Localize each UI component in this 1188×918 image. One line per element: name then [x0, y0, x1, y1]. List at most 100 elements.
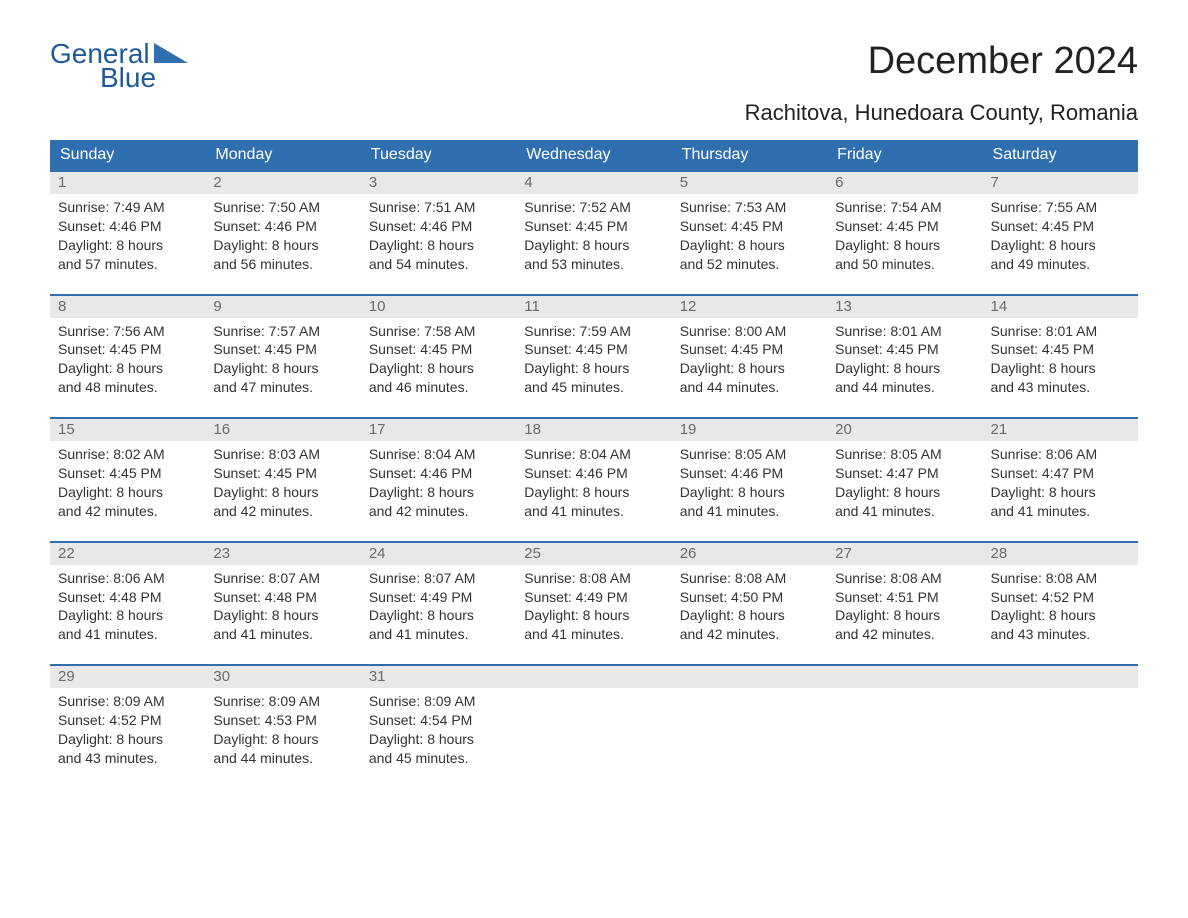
day-body: Sunrise: 8:09 AMSunset: 4:52 PMDaylight:… [50, 688, 205, 778]
calendar-day-cell: 27Sunrise: 8:08 AMSunset: 4:51 PMDayligh… [827, 543, 982, 655]
daylight-line2: and 44 minutes. [213, 749, 352, 768]
calendar-day-cell: 22Sunrise: 8:06 AMSunset: 4:48 PMDayligh… [50, 543, 205, 655]
calendar-week-row: 1 Sunrise: 7:49 AMSunset: 4:46 PMDaylight… [50, 170, 1138, 284]
sunset-text: Sunset: 4:52 PM [58, 711, 197, 730]
logo: General Blue [50, 40, 192, 92]
daylight-line2: and 42 minutes. [680, 625, 819, 644]
day-number: 31 [369, 668, 386, 685]
day-body: Sunrise: 8:02 AMSunset: 4:45 PMDaylight:… [50, 441, 205, 531]
day-number: 29 [58, 668, 75, 685]
calendar-day-cell: . [827, 666, 982, 778]
calendar-day-cell: . [672, 666, 827, 778]
daylight-line1: Daylight: 8 hours [524, 236, 663, 255]
day-number: 16 [213, 421, 230, 438]
sunrise-text: Sunrise: 8:04 AM [524, 445, 663, 464]
sunset-text: Sunset: 4:49 PM [524, 588, 663, 607]
weekday-header-cell: Wednesday [516, 140, 671, 170]
sunrise-text: Sunrise: 8:05 AM [835, 445, 974, 464]
calendar-day-cell: 26Sunrise: 8:08 AMSunset: 4:50 PMDayligh… [672, 543, 827, 655]
day-number: 1 [58, 174, 66, 191]
day-body: Sunrise: 7:54 AMSunset: 4:45 PMDaylight:… [827, 194, 982, 284]
calendar-day-cell: 3Sunrise: 7:51 AMSunset: 4:46 PMDaylight… [361, 172, 516, 284]
day-number: 7 [991, 174, 999, 191]
weekday-header-cell: Monday [205, 140, 360, 170]
day-body: Sunrise: 8:01 AMSunset: 4:45 PMDaylight:… [983, 318, 1138, 408]
daylight-line1: Daylight: 8 hours [524, 606, 663, 625]
sunset-text: Sunset: 4:46 PM [369, 217, 508, 236]
daylight-line2: and 41 minutes. [835, 502, 974, 521]
day-number: 28 [991, 545, 1008, 562]
sunset-text: Sunset: 4:45 PM [58, 340, 197, 359]
calendar-day-cell: 10Sunrise: 7:58 AMSunset: 4:45 PMDayligh… [361, 296, 516, 408]
sunset-text: Sunset: 4:46 PM [58, 217, 197, 236]
day-number: 21 [991, 421, 1008, 438]
day-body: Sunrise: 7:58 AMSunset: 4:45 PMDaylight:… [361, 318, 516, 408]
daylight-line1: Daylight: 8 hours [58, 606, 197, 625]
calendar-day-cell: 21Sunrise: 8:06 AMSunset: 4:47 PMDayligh… [983, 419, 1138, 531]
day-body: Sunrise: 7:49 AMSunset: 4:46 PMDaylight:… [50, 194, 205, 284]
daylight-line1: Daylight: 8 hours [680, 359, 819, 378]
sunrise-text: Sunrise: 8:09 AM [369, 692, 508, 711]
calendar-day-cell: 13 Sunrise: 8:01 AMSunset: 4:45 PMDayligh… [827, 296, 982, 408]
sunrise-text: Sunrise: 8:04 AM [369, 445, 508, 464]
day-number: 12 [680, 298, 697, 315]
sunrise-text: Sunrise: 7:51 AM [369, 198, 508, 217]
day-number: 17 [369, 421, 386, 438]
day-body: Sunrise: 8:07 AMSunset: 4:49 PMDaylight:… [361, 565, 516, 655]
sunrise-text: Sunrise: 7:53 AM [680, 198, 819, 217]
sunset-text: Sunset: 4:46 PM [680, 464, 819, 483]
sunset-text: Sunset: 4:45 PM [835, 217, 974, 236]
daylight-line1: Daylight: 8 hours [991, 483, 1130, 502]
day-number: 13 [835, 298, 852, 315]
daylight-line2: and 41 minutes. [524, 502, 663, 521]
calendar-week-row: 8Sunrise: 7:56 AMSunset: 4:45 PMDaylight… [50, 294, 1138, 408]
sunrise-text: Sunrise: 8:09 AM [58, 692, 197, 711]
sunrise-text: Sunrise: 7:54 AM [835, 198, 974, 217]
day-number: 24 [369, 545, 386, 562]
daylight-line2: and 57 minutes. [58, 255, 197, 274]
day-body: Sunrise: 8:08 AMSunset: 4:49 PMDaylight:… [516, 565, 671, 655]
daylight-line2: and 43 minutes. [58, 749, 197, 768]
day-body: Sunrise: 8:01 AMSunset: 4:45 PMDaylight:… [827, 318, 982, 408]
daylight-line1: Daylight: 8 hours [524, 359, 663, 378]
sunrise-text: Sunrise: 7:59 AM [524, 322, 663, 341]
sunrise-text: Sunrise: 7:50 AM [213, 198, 352, 217]
calendar-day-cell: 14Sunrise: 8:01 AMSunset: 4:45 PMDayligh… [983, 296, 1138, 408]
day-number: 11 [524, 298, 540, 315]
calendar: SundayMondayTuesdayWednesdayThursdayFrid… [50, 140, 1138, 778]
sunrise-text: Sunrise: 7:56 AM [58, 322, 197, 341]
day-body: Sunrise: 7:52 AMSunset: 4:45 PMDaylight:… [516, 194, 671, 284]
daylight-line1: Daylight: 8 hours [213, 730, 352, 749]
calendar-day-cell: . [516, 666, 671, 778]
day-number: 25 [524, 545, 541, 562]
daylight-line2: and 41 minutes. [213, 625, 352, 644]
daylight-line1: Daylight: 8 hours [835, 483, 974, 502]
daylight-line1: Daylight: 8 hours [835, 606, 974, 625]
daylight-line2: and 42 minutes. [835, 625, 974, 644]
daylight-line2: and 42 minutes. [369, 502, 508, 521]
day-body: Sunrise: 8:09 AMSunset: 4:54 PMDaylight:… [361, 688, 516, 778]
daylight-line2: and 56 minutes. [213, 255, 352, 274]
daylight-line1: Daylight: 8 hours [213, 606, 352, 625]
daylight-line1: Daylight: 8 hours [213, 236, 352, 255]
calendar-week-row: 22Sunrise: 8:06 AMSunset: 4:48 PMDayligh… [50, 541, 1138, 655]
sunrise-text: Sunrise: 8:08 AM [835, 569, 974, 588]
day-body: Sunrise: 8:08 AMSunset: 4:51 PMDaylight:… [827, 565, 982, 655]
calendar-day-cell: 31 Sunrise: 8:09 AMSunset: 4:54 PMDayligh… [361, 666, 516, 778]
day-body: Sunrise: 8:05 AMSunset: 4:46 PMDaylight:… [672, 441, 827, 531]
page-title: December 2024 [868, 40, 1138, 83]
daylight-line2: and 50 minutes. [835, 255, 974, 274]
sunrise-text: Sunrise: 7:57 AM [213, 322, 352, 341]
sunrise-text: Sunrise: 8:00 AM [680, 322, 819, 341]
day-body: Sunrise: 8:00 AMSunset: 4:45 PMDaylight:… [672, 318, 827, 408]
day-number: 15 [58, 421, 75, 438]
day-number: 9 [213, 298, 221, 315]
sunrise-text: Sunrise: 8:09 AM [213, 692, 352, 711]
calendar-day-cell: 24 Sunrise: 8:07 AMSunset: 4:49 PMDayligh… [361, 543, 516, 655]
calendar-day-cell: . [983, 666, 1138, 778]
sunset-text: Sunset: 4:53 PM [213, 711, 352, 730]
weekday-header-cell: Tuesday [361, 140, 516, 170]
daylight-line1: Daylight: 8 hours [58, 236, 197, 255]
weekday-header-cell: Saturday [983, 140, 1138, 170]
sunset-text: Sunset: 4:48 PM [213, 588, 352, 607]
